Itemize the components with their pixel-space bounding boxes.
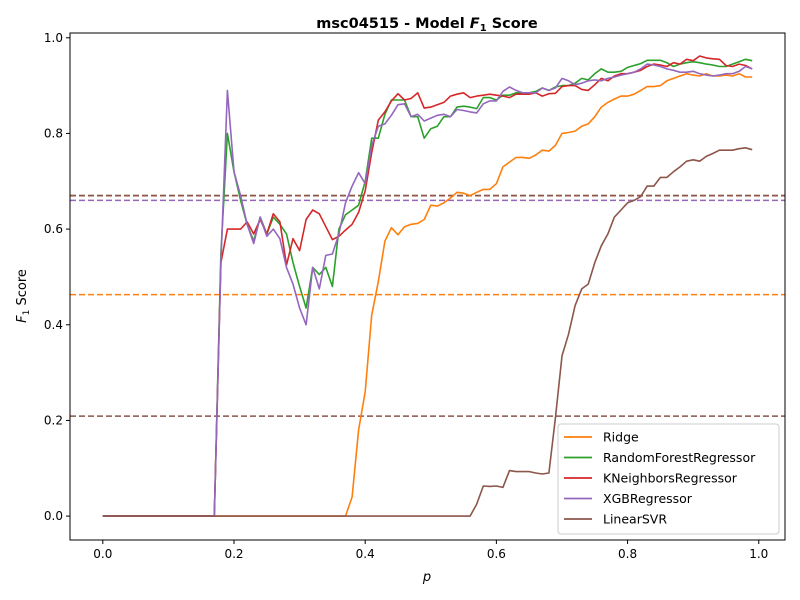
y-tick-label: 0.2 — [44, 413, 63, 427]
plot-area-frame — [69, 32, 786, 541]
series-line-xgbregressor — [102, 63, 753, 517]
series-line-kneighborsregressor — [102, 55, 753, 517]
reference-lines — [70, 194, 785, 417]
x-tick-label: 0.0 — [93, 547, 112, 561]
y-axis-ticks: 0.0 0.2 0.4 0.6 0.8 1.0 — [44, 31, 70, 523]
series-line-linearsvr — [102, 147, 753, 517]
x-tick-label: 0.2 — [224, 547, 243, 561]
legend-label-randomforestregressor: RandomForestRegressor — [603, 450, 756, 465]
legend-label-xgbregressor: XGBRegressor — [603, 491, 693, 506]
y-axis-label: F1 Score — [15, 269, 32, 323]
x-axis-ticks: 0.0 0.2 0.4 0.6 0.8 1.0 — [93, 540, 768, 561]
x-tick-label: 0.4 — [356, 547, 375, 561]
y-tick-label: 0.6 — [44, 222, 63, 236]
x-tick-label: 0.8 — [618, 547, 637, 561]
series-line-randomforestregressor — [102, 58, 753, 517]
x-tick-label: 0.6 — [487, 547, 506, 561]
y-tick-label: 0.8 — [44, 126, 63, 140]
y-tick-label: 0.0 — [44, 509, 63, 523]
y-tick-label: 0.4 — [44, 318, 63, 332]
legend-box — [557, 423, 780, 535]
legend-label-linearsvr: LinearSVR — [603, 512, 667, 527]
y-tick-label: 1.0 — [44, 31, 63, 45]
x-axis-label: p — [422, 570, 431, 585]
series-lines — [102, 55, 753, 517]
legend: Ridge RandomForestRegressor KNeighborsRegr… — [557, 423, 780, 535]
legend-label-ridge: Ridge — [603, 430, 639, 445]
legend-label-kneighborsregressor: KNeighborsRegressor — [603, 471, 738, 486]
x-tick-label: 1.0 — [749, 547, 768, 561]
chart-title: msc04515 - Model F1 Score — [316, 16, 538, 34]
series-line-ridge — [102, 72, 753, 517]
